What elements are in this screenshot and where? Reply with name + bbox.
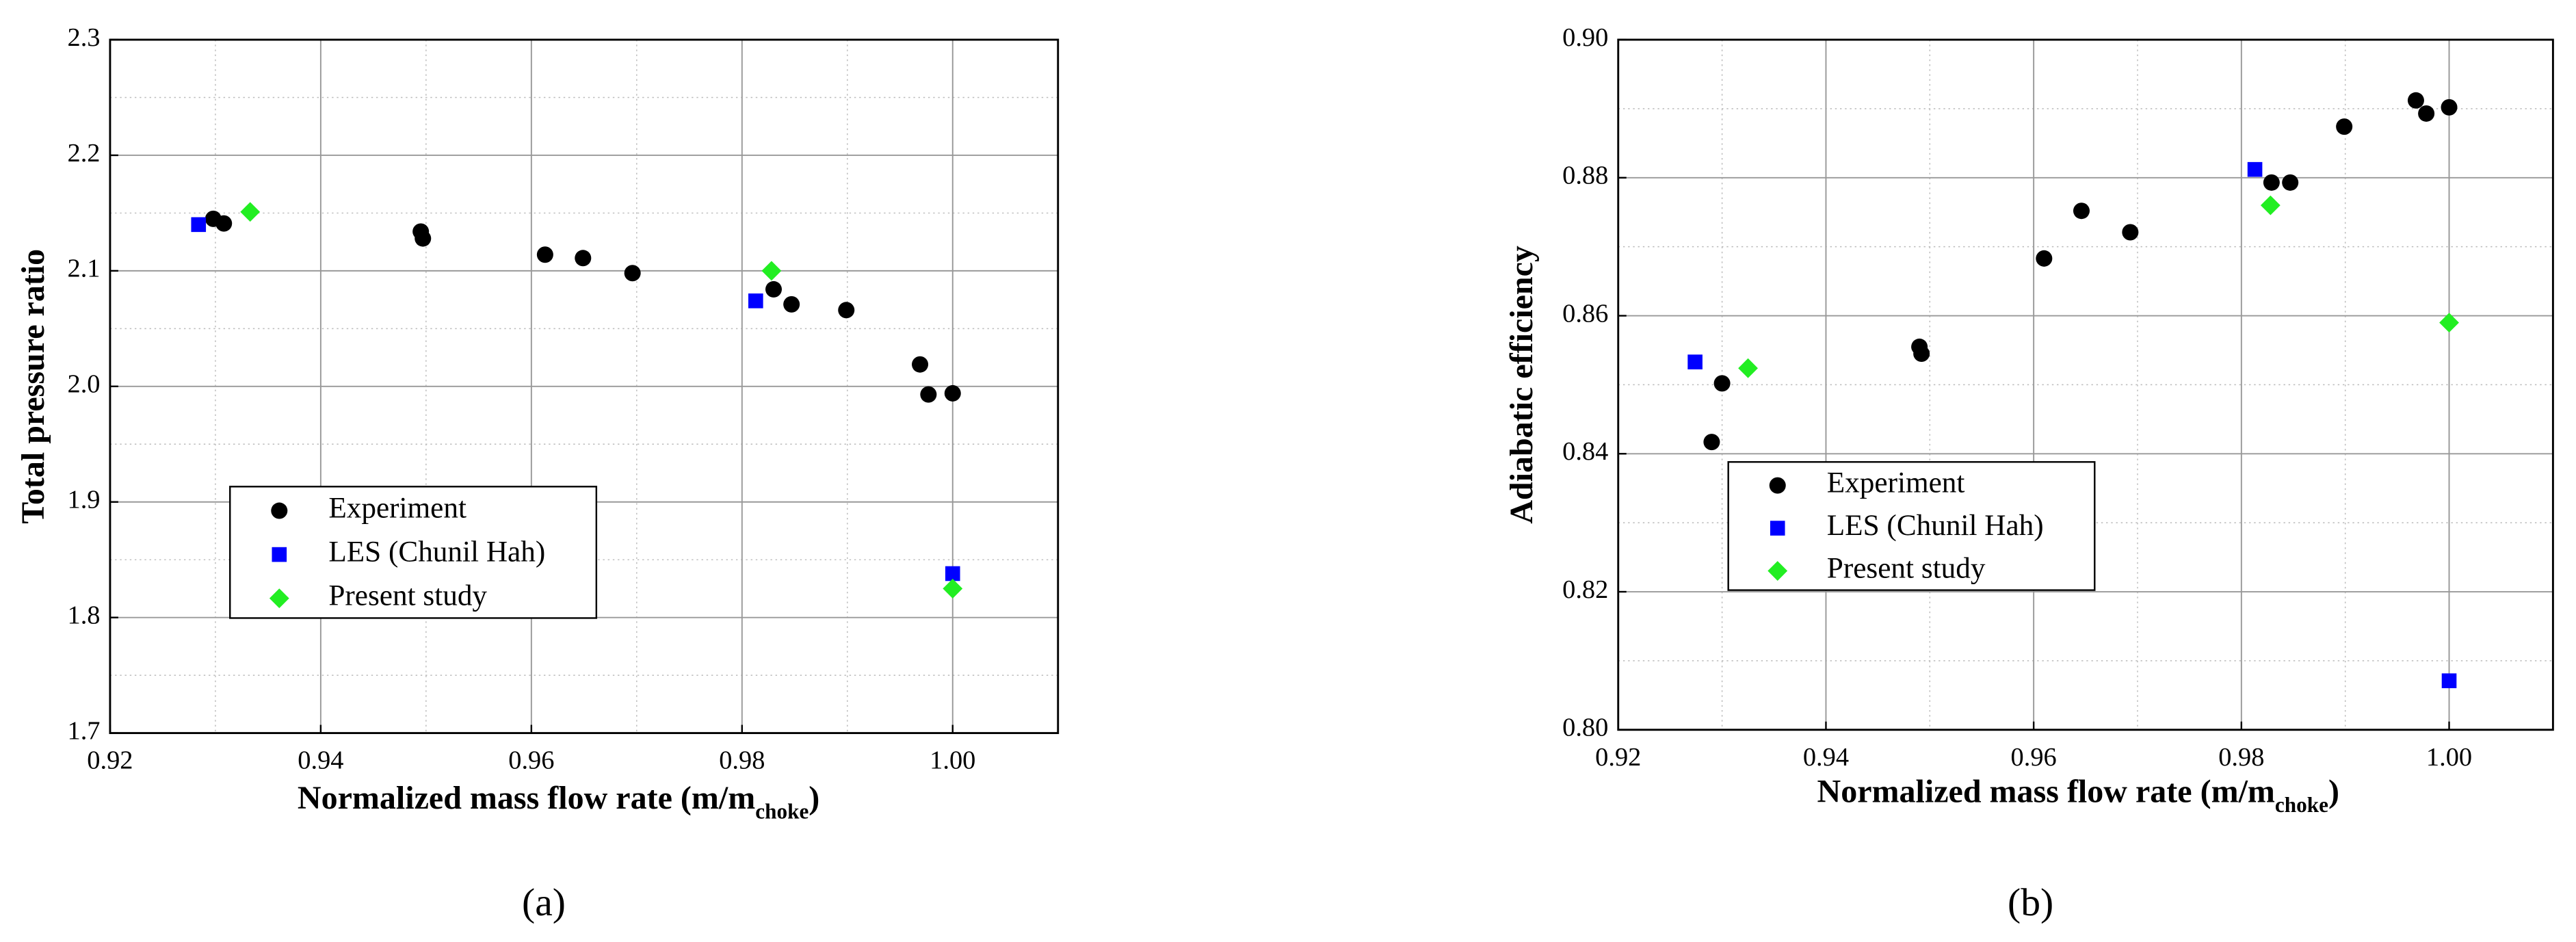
x-tick-label: 1.00 (930, 746, 975, 775)
x-axis-title-end: ) (2328, 773, 2339, 809)
x-axis-title-sub: choke (2275, 793, 2328, 817)
marker (1767, 561, 1788, 581)
marker (1913, 345, 1930, 363)
marker (269, 588, 289, 609)
caption: (b) (2008, 881, 2053, 924)
x-axis-title-main: Normalized mass flow rate (m/m (1817, 773, 2275, 809)
marker (2282, 174, 2299, 191)
marker (2073, 202, 2090, 220)
plot-frame (1617, 38, 2554, 731)
x-axis-title: Normalized mass flow rate (m/mchoke) (1817, 773, 2339, 816)
y-tick-label: 1.8 (67, 601, 100, 629)
marker (272, 547, 287, 562)
x-axis-title-main: Normalized mass flow rate (m/m (298, 780, 755, 816)
legend-label: Present study (328, 579, 487, 612)
marker (2407, 92, 2424, 109)
y-tick-label: 1.9 (67, 486, 100, 514)
marker (1770, 521, 1785, 536)
x-tick-label: 0.98 (719, 746, 765, 775)
legend-box (229, 486, 598, 619)
x-tick-label: 0.96 (2011, 743, 2057, 772)
marker (765, 280, 783, 298)
legend-label: Present study (1827, 551, 1986, 584)
marker (2441, 673, 2457, 688)
marker (2418, 105, 2435, 122)
marker (944, 384, 961, 402)
marker (2441, 99, 2458, 116)
x-tick-label: 0.92 (1595, 743, 1641, 772)
y-tick-label: 0.84 (1562, 437, 1608, 466)
marker (2260, 195, 2281, 215)
marker (2122, 224, 2139, 241)
marker (2336, 118, 2353, 135)
marker (783, 296, 800, 313)
x-axis-title: Normalized mass flow rate (m/mchoke) (298, 780, 819, 823)
marker (1769, 477, 1786, 494)
marker (240, 202, 261, 222)
marker (1687, 354, 1703, 369)
legend-label: Experiment (1827, 467, 1965, 499)
marker (1713, 375, 1731, 392)
x-tick-label: 0.94 (298, 746, 343, 775)
marker (920, 386, 937, 403)
marker (536, 246, 553, 263)
x-tick-label: 0.96 (508, 746, 554, 775)
legend-label: Experiment (328, 491, 466, 524)
marker (624, 265, 641, 282)
y-tick-label: 0.82 (1562, 575, 1608, 604)
y-axis-title: Adiabatic efficiency (1503, 246, 1540, 524)
y-tick-label: 0.90 (1562, 23, 1608, 52)
plot-frame (109, 38, 1060, 735)
marker (1703, 434, 1720, 451)
marker (748, 293, 763, 309)
marker (271, 502, 288, 519)
y-tick-label: 2.0 (67, 370, 100, 399)
x-tick-label: 0.98 (2218, 743, 2264, 772)
marker (945, 566, 960, 581)
marker (415, 230, 432, 247)
marker (2263, 174, 2280, 191)
marker (2247, 161, 2263, 177)
marker (761, 261, 782, 281)
legend-label: LES (Chunil Hah) (1827, 509, 2044, 542)
marker (191, 217, 207, 233)
marker (575, 250, 592, 267)
marker (838, 302, 855, 319)
y-axis-title: Total pressure ratio (15, 249, 51, 524)
x-tick-label: 0.92 (87, 746, 133, 775)
legend-box (1727, 461, 2096, 591)
caption: (a) (522, 881, 566, 924)
marker (2439, 313, 2459, 333)
y-tick-label: 0.86 (1562, 299, 1608, 328)
x-tick-label: 1.00 (2426, 743, 2472, 772)
marker (912, 356, 929, 373)
y-tick-label: 0.80 (1562, 714, 1608, 742)
marker (215, 215, 233, 232)
legend-label: LES (Chunil Hah) (328, 536, 545, 568)
y-tick-label: 2.3 (67, 23, 100, 52)
x-axis-title-end: ) (809, 780, 819, 816)
x-tick-label: 0.94 (1803, 743, 1849, 772)
y-tick-label: 2.2 (67, 139, 100, 168)
y-tick-label: 1.7 (67, 716, 100, 745)
y-tick-label: 0.88 (1562, 161, 1608, 190)
marker (2036, 250, 2053, 267)
y-tick-label: 2.1 (67, 254, 100, 283)
x-axis-title-sub: choke (755, 799, 809, 823)
